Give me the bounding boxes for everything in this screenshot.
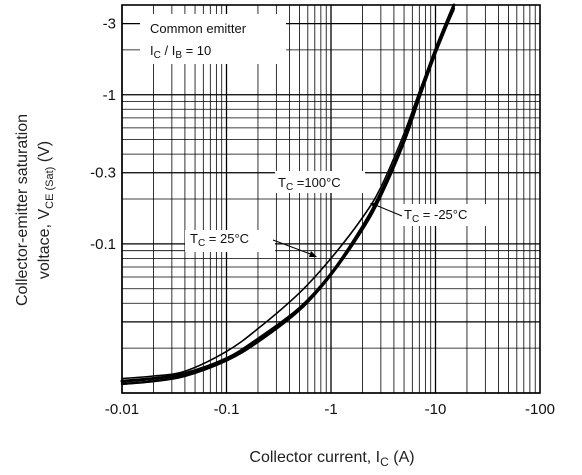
series-label-bg-100 bbox=[275, 171, 365, 193]
annotation-line-2: IC / IB = 10 bbox=[150, 43, 211, 61]
grid-minor bbox=[122, 4, 540, 393]
y-tick-label: -3 bbox=[103, 16, 116, 33]
series-layer bbox=[120, 3, 456, 386]
x-tick-label: -0.01 bbox=[105, 401, 139, 418]
series-line-tc-100-c bbox=[121, 9, 455, 380]
y-axis-title: Collector-emitter saturation voltace, VC… bbox=[14, 114, 56, 306]
plot-frame bbox=[121, 4, 541, 394]
x-tick-label: -100 bbox=[525, 401, 555, 418]
series-label-100: TC =100°C bbox=[278, 175, 341, 193]
y-axis-title-line-2: voltace, VCE (Sat) (V) bbox=[36, 141, 56, 279]
series-arrowhead-25 bbox=[309, 251, 317, 257]
x-axis-title: Collector current, IC (A) bbox=[249, 449, 414, 469]
series-line-tc-25-c bbox=[120, 7, 456, 386]
y-tick-label: -0.3 bbox=[90, 165, 116, 182]
x-tick-label: -10 bbox=[425, 401, 447, 418]
x-tick-label: -0.1 bbox=[214, 401, 240, 418]
series-arrowhead-m25 bbox=[370, 203, 378, 209]
y-tick-label: -0.1 bbox=[90, 236, 116, 253]
series-leader-25 bbox=[272, 239, 314, 256]
tick-labels: -0.01 -0.1 -1 -10 -100 -3 -1 -0.3 -0.1 bbox=[90, 16, 555, 418]
annotation-line-1: Common emitter bbox=[150, 21, 247, 36]
series-label-bg-m25 bbox=[402, 204, 486, 226]
series-label-bg-25 bbox=[185, 230, 275, 252]
annotation-box bbox=[140, 14, 286, 64]
series-label-m25: TC = -25°C bbox=[404, 207, 467, 225]
series-label-25: TC = 25°C bbox=[190, 231, 249, 249]
y-tick-label: -1 bbox=[103, 87, 116, 104]
y-axis-title-line-1: Collector-emitter saturation bbox=[14, 114, 31, 306]
x-tick-label: -1 bbox=[324, 401, 337, 418]
series-leader-m25 bbox=[372, 203, 403, 217]
